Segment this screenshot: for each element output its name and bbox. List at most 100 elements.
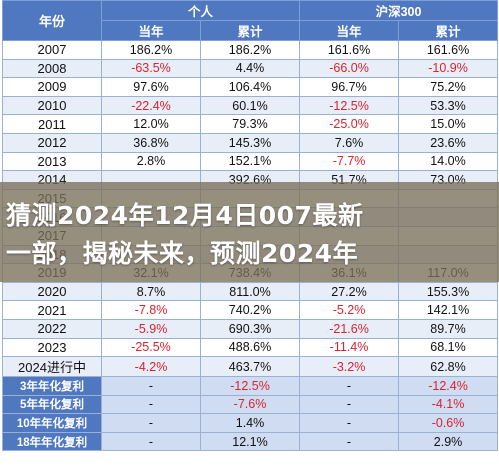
year-cell: 2024进行中: [2, 356, 102, 378]
summary-label-cell: 10年年化复利: [2, 413, 102, 433]
index-current-cell: 7.6%: [299, 132, 400, 153]
personal-current-cell: -25.5%: [101, 337, 201, 358]
personal-current-cell: -4.2%: [101, 356, 201, 378]
year-cell: 2010: [2, 95, 102, 116]
header-row-groups: 年份 个人 沪深300: [2, 0, 499, 41]
personal-current-cell: 186.2%: [101, 40, 201, 60]
index-cumulative-cell: 14.0%: [398, 151, 499, 172]
year-cell: 2007: [2, 40, 102, 60]
personal-current-cell: 8.7%: [101, 281, 201, 302]
personal-current-cell: -: [101, 431, 201, 452]
title-overlay-banner: 猜测2024年12月4日007最新 一部，揭秘未来，预测2024年: [0, 182, 499, 282]
index-cumulative-cell: 15.0%: [398, 114, 499, 134]
summary-label-cell: 18年年化复利: [2, 431, 102, 452]
year-cell: 2008: [2, 58, 102, 79]
personal-current-header: 当年: [101, 20, 201, 41]
year-cell: 2020: [2, 281, 102, 302]
index-current-cell: -11.4%: [299, 337, 400, 358]
index-current-cell: -: [299, 431, 400, 452]
table-row: 2023 -25.5% 488.6% -11.4% 68.1%: [2, 337, 499, 358]
personal-current-cell: 97.6%: [101, 77, 201, 97]
personal-cumulative-cell: 79.3%: [199, 114, 301, 134]
personal-cumulative-cell: 463.7%: [199, 356, 301, 378]
personal-cumulative-cell: 12.1%: [199, 431, 301, 452]
index-cumulative-cell: 142.1%: [398, 300, 499, 320]
personal-cumulative-cell: -12.5%: [199, 376, 301, 396]
index-current-cell: -21.6%: [299, 318, 400, 339]
personal-current-cell: 12.0%: [101, 114, 201, 134]
table-row: 2013 2.8% 152.1% -7.7% 14.0%: [2, 151, 499, 172]
personal-cumulative-cell: -7.6%: [199, 394, 301, 415]
index-cumulative-cell: -12.4%: [398, 376, 499, 396]
index-cumulative-cell: 89.7%: [398, 318, 499, 339]
table-row: 2012 36.8% 145.3% 7.6% 23.6%: [2, 132, 499, 153]
summary-label-cell: 5年年化复利: [2, 394, 102, 415]
index-cumulative-cell: 23.6%: [398, 132, 499, 153]
index-cumulative-header: 累计: [398, 20, 499, 41]
table-row: 2009 97.6% 106.4% 96.7% 75.2%: [2, 77, 499, 97]
index-current-cell: -12.5%: [299, 95, 400, 116]
personal-current-cell: -7.8%: [101, 300, 201, 320]
personal-cumulative-cell: 488.6%: [199, 337, 301, 358]
personal-current-cell: 36.8%: [101, 132, 201, 153]
personal-cumulative-cell: 145.3%: [199, 132, 301, 153]
personal-current-cell: -: [101, 376, 201, 396]
personal-cumulative-cell: 690.3%: [199, 318, 301, 339]
personal-cumulative-cell: 186.2%: [199, 40, 301, 60]
personal-cumulative-cell: 152.1%: [199, 151, 301, 172]
table-row: 2008 -63.5% 4.4% -66.0% -10.9%: [2, 58, 499, 79]
year-cell: 2021: [2, 300, 102, 320]
year-cell: 2022: [2, 318, 102, 339]
personal-current-cell: -5.9%: [101, 318, 201, 339]
personal-cumulative-cell: 811.0%: [199, 281, 301, 302]
index-cumulative-cell: 53.3%: [398, 95, 499, 116]
personal-cumulative-cell: 1.4%: [199, 413, 301, 433]
index-group-header: 沪深300: [299, 0, 499, 21]
personal-cumulative-cell: 4.4%: [199, 58, 301, 79]
year-cell: 2011: [2, 114, 102, 134]
index-cumulative-cell: -4.1%: [398, 394, 499, 415]
index-current-cell: 161.6%: [299, 40, 400, 60]
personal-cumulative-cell: 60.1%: [199, 95, 301, 116]
summary-row: 10年年化复利 -1.4% - -0.6%: [2, 413, 499, 433]
index-current-cell: 27.2%: [299, 281, 400, 302]
index-cumulative-cell: -0.6%: [398, 413, 499, 433]
index-current-cell: 96.7%: [299, 77, 400, 97]
year-cell: 2013: [2, 151, 102, 172]
banner-title-line-1: 猜测2024年12月4日007最新: [6, 201, 364, 230]
banner-title-line-2: 一部，揭秘未来，预测2024年: [6, 239, 359, 268]
index-cumulative-cell: 155.3%: [398, 281, 499, 302]
index-cumulative-cell: 68.1%: [398, 337, 499, 358]
year-cell: 2009: [2, 77, 102, 97]
table-row: 2021 -7.8% 740.2% -5.2% 142.1%: [2, 300, 499, 320]
year-cell: 2012: [2, 132, 102, 153]
index-cumulative-cell: -10.9%: [398, 58, 499, 79]
header-row-columns: 当年 累计 当年 累计: [3, 20, 499, 41]
index-current-cell: -66.0%: [299, 58, 400, 79]
table-row: 2024进行中 -4.2% 463.7% -3.2% 62.8%: [2, 356, 499, 378]
year-column-header: 年份: [2, 0, 102, 41]
summary-row: 18年年化复利 -12.1% -2.9%: [2, 431, 499, 452]
index-cumulative-cell: 75.2%: [398, 77, 499, 97]
personal-current-cell: 2.8%: [101, 151, 201, 172]
index-cumulative-cell: 2.9%: [398, 431, 499, 452]
personal-current-cell: -22.4%: [101, 95, 201, 116]
index-current-cell: -3.2%: [299, 356, 400, 378]
index-current-header: 当年: [299, 20, 400, 41]
personal-current-cell: -63.5%: [101, 58, 201, 79]
index-current-cell: -5.2%: [299, 300, 400, 320]
table-row: 2010 -22.4% 60.1% -12.5% 53.3%: [2, 95, 499, 116]
year-cell: 2023: [2, 337, 102, 358]
personal-cumulative-cell: 740.2%: [199, 300, 301, 320]
index-cumulative-cell: 161.6%: [398, 40, 499, 60]
index-current-cell: -25.0%: [299, 114, 400, 134]
summary-label-cell: 3年年化复利: [2, 376, 102, 396]
table-row: 2022 -5.9% 690.3% -21.6% 89.7%: [2, 318, 499, 339]
index-current-cell: -: [299, 413, 400, 433]
index-current-cell: -: [299, 394, 400, 415]
personal-cumulative-header: 累计: [199, 20, 301, 41]
index-cumulative-cell: 62.8%: [398, 356, 499, 378]
index-current-cell: -7.7%: [299, 151, 400, 172]
personal-current-cell: -: [101, 394, 201, 415]
